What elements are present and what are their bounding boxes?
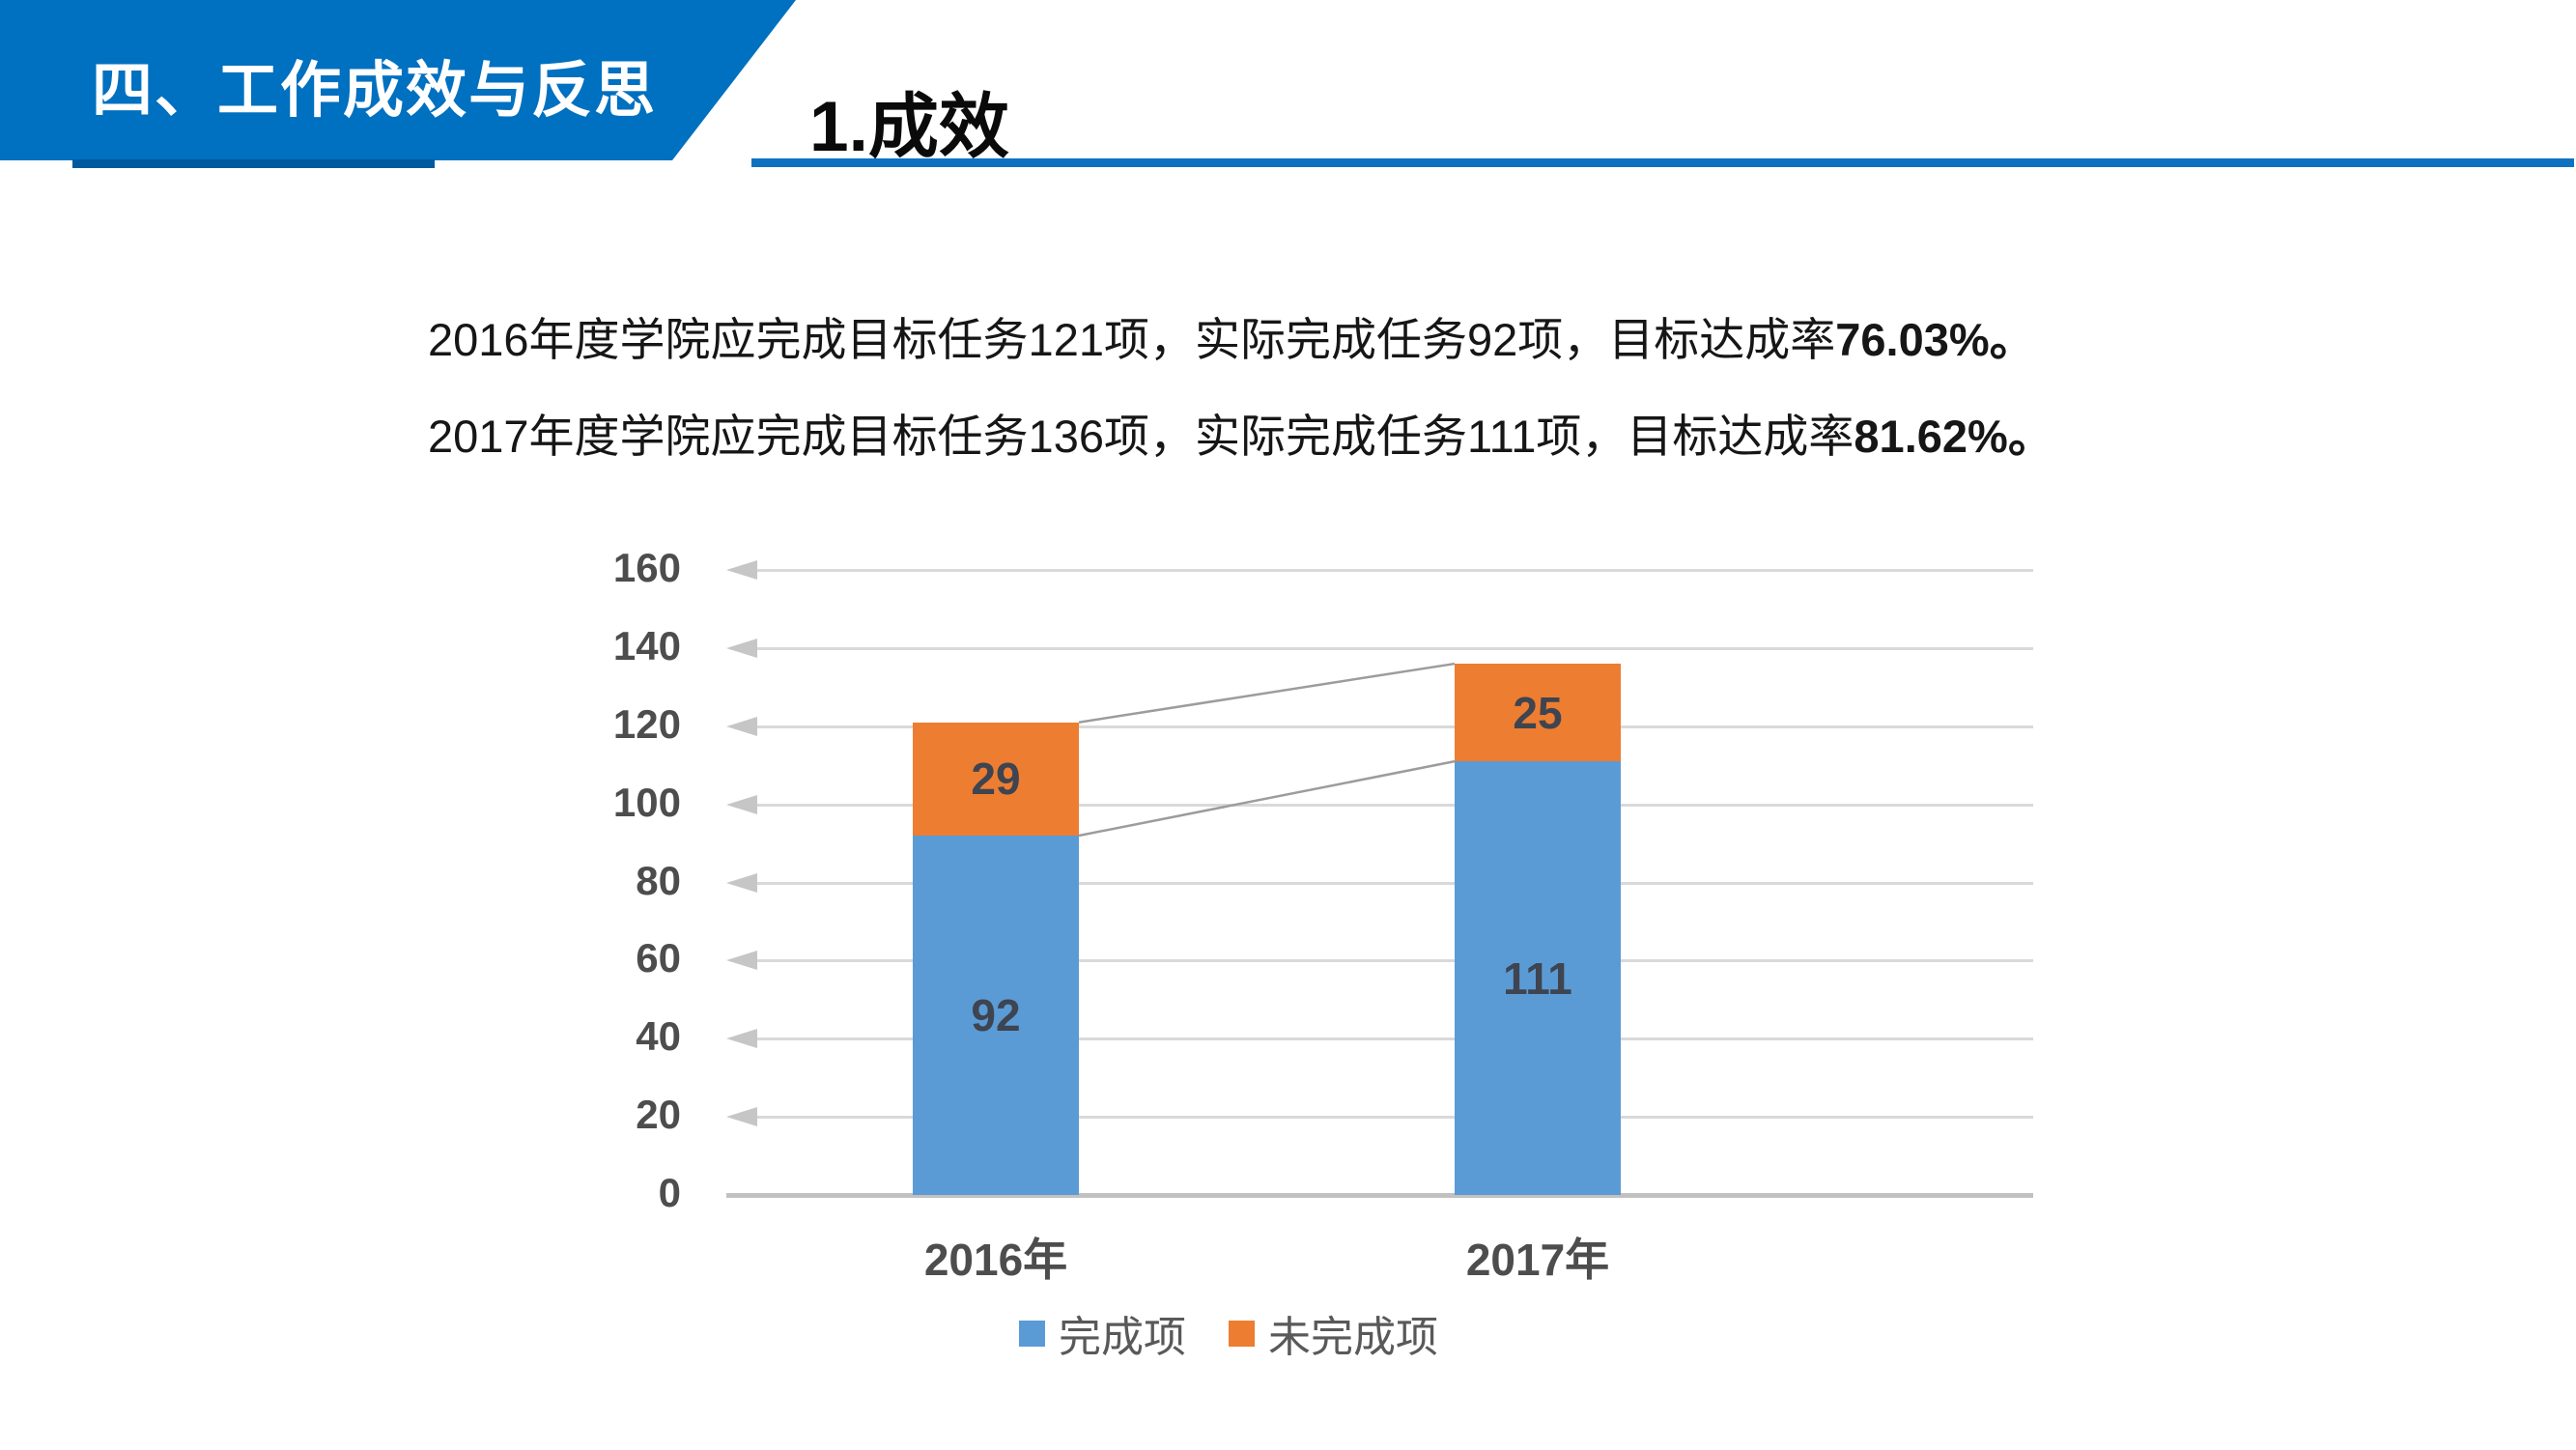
legend-label: 完成项	[1059, 1314, 1186, 1361]
gridline	[734, 1038, 2033, 1041]
gridline	[734, 569, 2033, 572]
bar-value-label: 111	[1503, 952, 1572, 1004]
gridline-arrow-icon	[726, 1029, 757, 1049]
bar-segment-完成项: 92	[913, 835, 1079, 1195]
section-banner-label: 四、工作成效与反思	[92, 56, 657, 125]
gridline-arrow-icon	[726, 951, 757, 971]
intro-line-2017: 2017年度学院应完成目标任务136项，实际完成任务111项，目标达成率81.6…	[428, 388, 2053, 485]
intro-line-2016-rate: 76.03%。	[1835, 314, 2035, 365]
gridline	[734, 725, 2033, 728]
bar-segment-未完成项: 29	[913, 722, 1079, 836]
gridline	[734, 1116, 2033, 1120]
legend-swatch-icon	[1229, 1320, 1255, 1347]
y-axis-tick-label: 60	[636, 935, 681, 981]
gridline-arrow-icon	[726, 1107, 757, 1127]
gridline	[734, 881, 2033, 885]
y-axis-tick-label: 40	[636, 1013, 681, 1060]
bar-value-label: 92	[971, 989, 1021, 1040]
intro-line-2017-rate: 81.62%。	[1854, 411, 2053, 462]
bar-value-label: 25	[1513, 687, 1563, 738]
y-axis-tick-label: 160	[612, 545, 681, 590]
gridline-arrow-icon	[726, 638, 757, 658]
y-axis-tick-label: 0	[658, 1170, 681, 1215]
intro-line-2017-text: 2017年度学院应完成目标任务136项，实际完成任务111项，目标达成率	[428, 411, 1854, 462]
banner-shadow-strip	[72, 159, 435, 168]
legend-label: 未完成项	[1268, 1314, 1438, 1361]
chart-legend: 完成项 未完成项	[1019, 1302, 1438, 1364]
y-axis-tick-label: 140	[612, 622, 681, 668]
x-axis-category-label: 2017年	[1465, 1235, 1610, 1285]
legend-swatch-icon	[1019, 1320, 1045, 1347]
y-axis-tick-label: 80	[636, 857, 681, 903]
y-axis-tick-label: 20	[636, 1092, 681, 1138]
gridline-arrow-icon	[726, 560, 757, 580]
intro-line-2016: 2016年度学院应完成目标任务121项，实际完成任务92项，目标达成率76.03…	[428, 292, 2053, 388]
x-axis-line	[726, 1193, 2033, 1198]
gridline-arrow-icon	[726, 716, 757, 736]
section-banner: 四、工作成效与反思	[0, 0, 796, 160]
legend-item-未完成项: 未完成项	[1229, 1302, 1438, 1364]
x-axis-category-label: 2016年	[923, 1235, 1068, 1285]
page-title: 1.成效	[809, 88, 1009, 166]
bar-segment-未完成项: 25	[1455, 664, 1621, 762]
intro-line-2016-text: 2016年度学院应完成目标任务121项，实际完成任务92项，目标达成率	[428, 314, 1836, 365]
y-axis-tick-label: 120	[612, 700, 681, 747]
bar-segment-完成项: 111	[1455, 761, 1621, 1195]
gridline	[734, 959, 2033, 963]
gridline	[734, 646, 2033, 650]
legend-item-完成项: 完成项	[1019, 1302, 1186, 1364]
gridline-arrow-icon	[726, 872, 757, 893]
bar-value-label: 29	[971, 753, 1021, 805]
title-underline	[751, 158, 2574, 167]
y-axis-tick-label: 100	[612, 779, 681, 825]
gridline-arrow-icon	[726, 794, 757, 814]
intro-paragraphs: 2016年度学院应完成目标任务121项，实际完成任务92项，目标达成率76.03…	[428, 292, 2053, 485]
